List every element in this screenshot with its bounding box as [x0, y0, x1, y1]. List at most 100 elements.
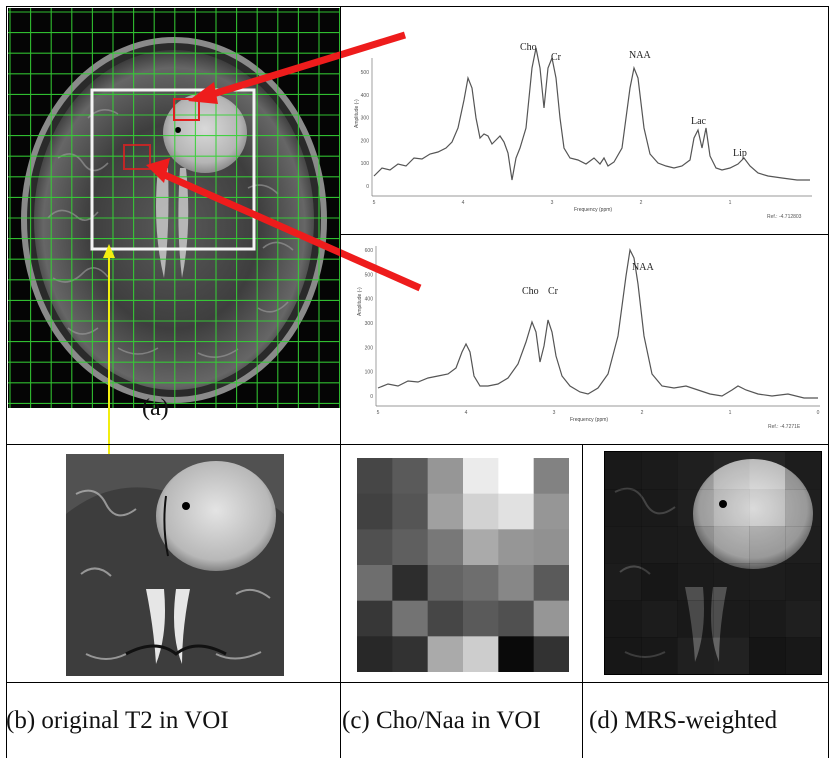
spectrum-normal-y-ticks: 0 100 200 300 400 500 600	[365, 248, 374, 400]
t2-tumor	[156, 461, 276, 571]
spectrum-tumor-ref: Ref.: -4.712803	[767, 214, 802, 220]
t2-dark-spot	[182, 502, 190, 510]
cho-naa-cell	[357, 565, 393, 602]
mrs-weight-cell	[677, 452, 714, 490]
cho-naa-cell	[498, 636, 535, 672]
mrs-weight-cell	[677, 563, 714, 601]
tick-label: 400	[361, 93, 370, 99]
roi-tumor-voxel	[173, 98, 200, 121]
cho-naa-cell	[533, 529, 569, 566]
mrs-weight-cell	[605, 452, 642, 490]
cho-naa-cell	[357, 636, 393, 672]
cho-naa-cell	[427, 493, 464, 530]
panel-spectrum-normal: 0 100 200 300 400 500 600 5 4 3 2 1 0 Amplitude (-)…	[342, 236, 822, 442]
mrs-weight-cell	[605, 637, 642, 674]
sulci-pattern	[47, 109, 294, 358]
cho-naa-cell	[498, 600, 535, 637]
tick-label: 100	[361, 161, 370, 167]
cho-naa-grid	[357, 458, 569, 672]
cho-naa-cell	[392, 600, 429, 637]
tick-label: 300	[365, 321, 374, 327]
mrs-weight-cell	[641, 452, 678, 490]
cho-naa-cell	[498, 529, 535, 566]
tumor-dark-spot	[175, 127, 181, 133]
peak-label-lac: Lac	[691, 116, 707, 127]
table-divider-row1	[6, 444, 828, 445]
mrs-weight-cell	[605, 563, 642, 601]
mrs-weight-cell	[785, 452, 821, 490]
mrs-weight-cell	[605, 600, 642, 638]
red-arrowhead-2	[146, 158, 170, 183]
t2-ventricle-right	[174, 589, 190, 664]
tick-label: 0	[366, 184, 369, 190]
cho-naa-cell	[427, 636, 464, 672]
panel-b-caption: (b) original T2 in VOI	[6, 707, 229, 734]
mrs-tumor	[693, 459, 813, 569]
spectrum-normal-xlabel: Frequency (ppm)	[570, 417, 608, 423]
cho-naa-cell	[392, 493, 429, 530]
mrs-weight-cell	[641, 637, 678, 674]
cho-naa-cell	[463, 458, 499, 495]
panel-b-t2-image	[66, 454, 284, 676]
spectrum-tumor-y-ticks: 0 100 200 300 400 500	[361, 70, 370, 190]
t2-sulci	[75, 489, 271, 660]
tick-label: 100	[365, 370, 374, 376]
table-divider-vertical-top	[340, 6, 341, 444]
spectrum-normal-x-ticks: 5 4 3 2 1 0	[377, 410, 820, 416]
cho-naa-cell	[463, 600, 499, 637]
table-divider-vertical-bottom-1	[340, 444, 341, 758]
mrs-weight-cell	[749, 637, 786, 674]
tick-label: 2	[641, 410, 644, 416]
mrs-weight-cell	[677, 489, 714, 527]
mrs-weight-cell	[641, 600, 678, 638]
spectrum-tumor-ylabel: Amplitude (-)	[354, 99, 360, 128]
tumor-region	[163, 93, 247, 173]
table-border-right	[828, 6, 829, 758]
mrs-weight-cell	[713, 489, 750, 527]
spectrum-normal-ref: Ref.: -4.7271E	[768, 424, 801, 430]
mrs-weight-cell	[605, 526, 642, 564]
spectrum-tumor-plot: 0 100 200 300 400 500 5 4 3 2 1 Amplitude (-) Fre…	[342, 8, 822, 234]
spectrum-tumor-curve	[373, 47, 810, 181]
mrs-weight-cell	[749, 563, 786, 601]
mrs-weight-cell	[785, 600, 821, 638]
peak-label-cr: Cr	[551, 52, 562, 63]
tick-label: 4	[465, 410, 468, 416]
tick-label: 2	[640, 200, 643, 206]
tick-label: 0	[370, 394, 373, 400]
tick-label: 600	[365, 248, 374, 254]
cho-naa-cell	[533, 600, 569, 637]
cho-naa-cell	[533, 458, 569, 495]
peak-label-naa-normal: NAA	[632, 262, 654, 273]
cho-naa-cell	[357, 458, 393, 495]
mrs-weight-cell	[641, 526, 678, 564]
mrs-weight-cell	[713, 600, 750, 638]
mrs-weight-cell	[785, 563, 821, 601]
cho-naa-cell	[357, 600, 393, 637]
mrs-weight-cell	[785, 526, 821, 564]
roi-normal-voxel	[123, 144, 151, 170]
cho-naa-cell	[463, 529, 499, 566]
mrs-weight-cell	[641, 489, 678, 527]
table-divider-row2	[6, 682, 828, 683]
red-arrow-to-normal-spectrum	[156, 168, 422, 292]
tick-label: 500	[365, 272, 374, 278]
peak-label-cho: Cho	[520, 42, 537, 53]
cho-naa-cell	[427, 565, 464, 602]
cho-naa-cell	[463, 493, 499, 530]
cho-naa-cell	[392, 565, 429, 602]
panel-c-cho-naa-map	[357, 458, 569, 672]
mrs-weight-cell	[713, 526, 750, 564]
tick-label: 5	[373, 200, 376, 206]
spectrum-tumor-x-ticks: 5 4 3 2 1	[373, 200, 732, 206]
table-border-left	[6, 6, 7, 758]
cho-naa-cell	[463, 565, 499, 602]
cho-naa-cell	[427, 600, 464, 637]
panel-c-caption: (c) Cho/Naa in VOI	[342, 707, 541, 734]
mrs-weight-cell	[713, 452, 750, 490]
tick-label: 1	[729, 410, 732, 416]
cho-naa-cell	[463, 636, 499, 672]
mrs-weight-cell	[677, 526, 714, 564]
tick-label: 1	[729, 200, 732, 206]
mrs-weight-cell	[713, 563, 750, 601]
